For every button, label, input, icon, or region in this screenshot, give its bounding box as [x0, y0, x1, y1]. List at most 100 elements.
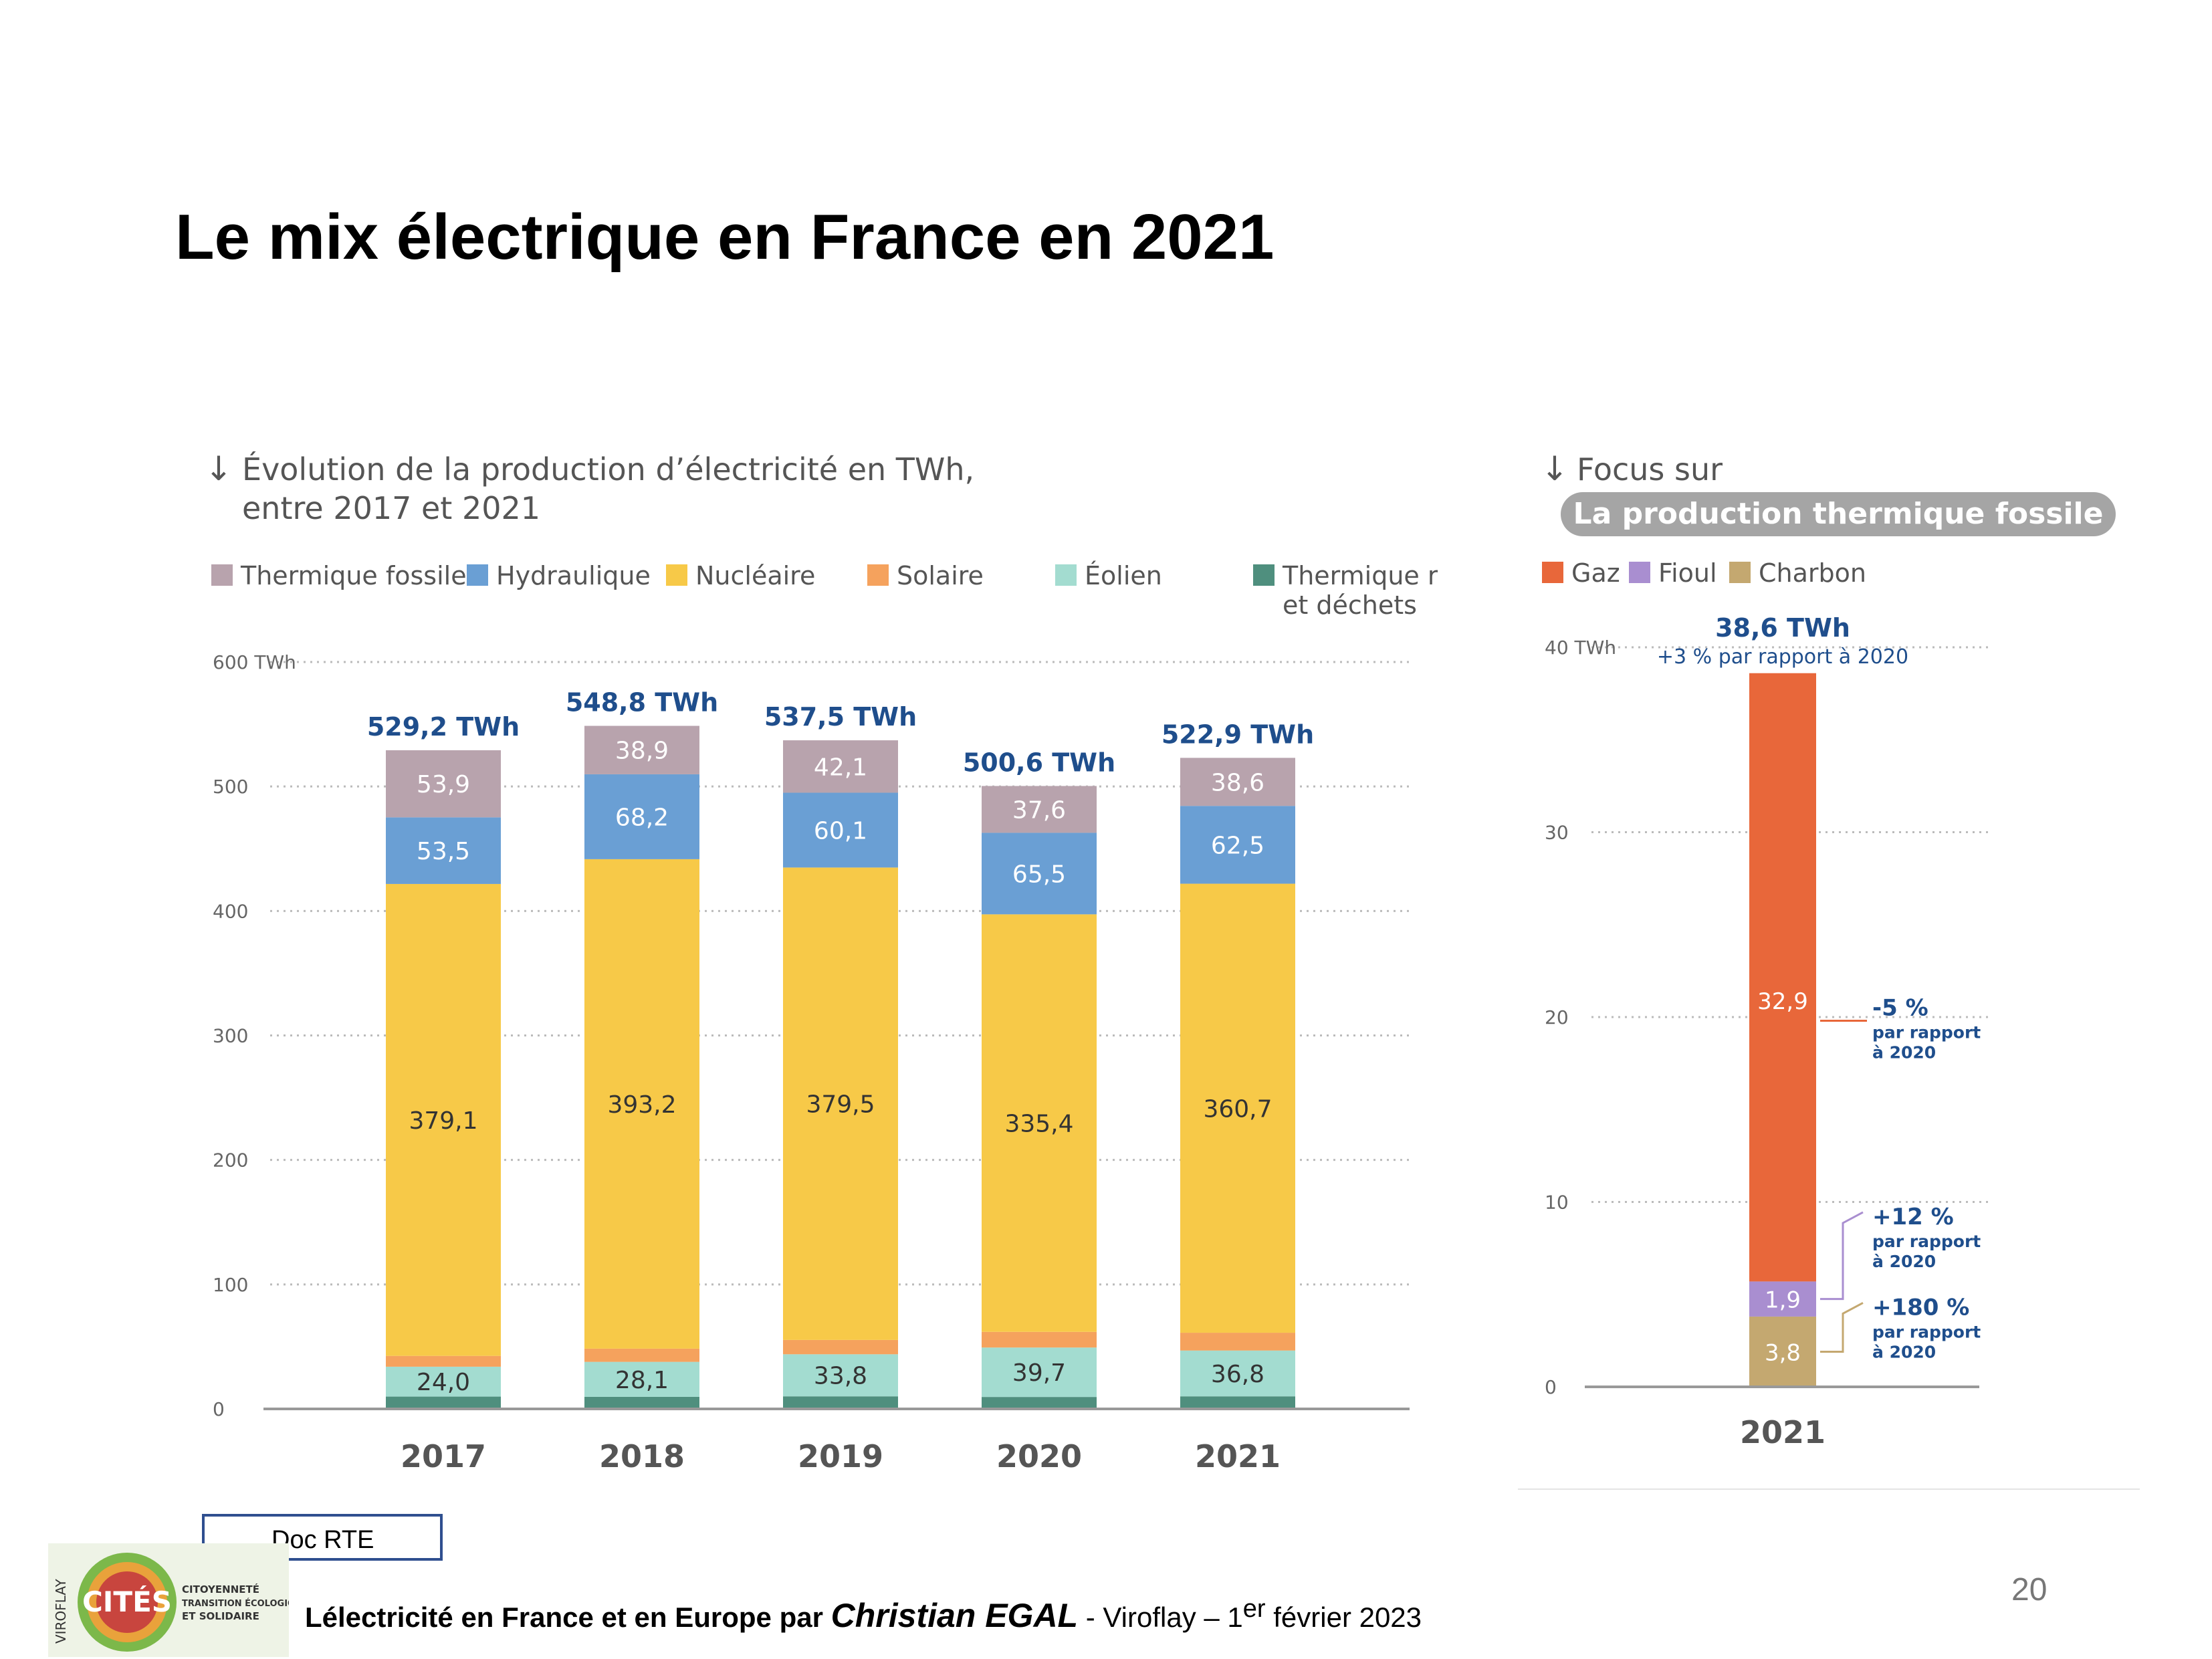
focus-segment-labels: 3,8 1,9 32,9	[1757, 988, 1808, 1366]
legend-label: Thermique renouvelable	[1282, 561, 1438, 590]
bar-segment	[386, 750, 501, 818]
focus-bar-segment	[1749, 1281, 1816, 1317]
annotation-note-line2: à 2020	[1872, 1252, 1936, 1271]
annotation-note-line1: par rapport	[1872, 1023, 1981, 1042]
bar-segment	[1180, 1333, 1295, 1351]
total-label: 548,8 TWh	[566, 688, 718, 717]
focus-segment-label: 1,9	[1765, 1287, 1801, 1314]
annotation-connector	[1820, 1302, 1864, 1353]
x-tick-label: 2020	[996, 1438, 1082, 1474]
total-label: 522,9 TWh	[1162, 720, 1314, 749]
footer-date: février 2023	[1273, 1601, 1422, 1633]
segment-value-label: 39,7	[1012, 1359, 1066, 1387]
legend-swatch	[867, 564, 889, 586]
annotation-change: +180 %	[1872, 1294, 1969, 1321]
focus-bar-segment	[1749, 1316, 1816, 1387]
bar-segment	[982, 914, 1097, 1332]
annotation-connector	[1820, 1211, 1864, 1301]
bar-segment	[783, 867, 898, 1340]
footer-text: Lélectricité en France et en Europe par …	[305, 1595, 1422, 1635]
focus-y-tick-label: 20	[1545, 1006, 1569, 1028]
bar-segment	[584, 774, 699, 859]
focus-title-pill	[1561, 492, 2116, 536]
segment-value-label: 379,5	[806, 1091, 875, 1119]
chart-title-line1: Évolution de la production d’électricité…	[242, 451, 974, 487]
annotation-note-line2: à 2020	[1872, 1342, 1936, 1361]
annotation-note-line2: à 2020	[1872, 1043, 1936, 1063]
legend-label-line2: et déchets	[1283, 590, 1417, 620]
logo-vertical-text: VIROFLAY	[53, 1579, 69, 1644]
total-label: 537,5 TWh	[764, 702, 917, 732]
focus-legend-label: Gaz	[1571, 558, 1620, 588]
logo-circle-inner	[96, 1571, 158, 1633]
segment-value-label: 335,4	[1004, 1111, 1073, 1138]
bar-segment	[783, 792, 898, 868]
bar-segment	[982, 833, 1097, 915]
segment-value-label: 38,6	[1211, 769, 1264, 796]
focus-legend-swatch	[1629, 562, 1650, 583]
bar-segment	[584, 1361, 699, 1397]
segment-value-labels: 24,0 379,1 53,5 53,9 28,1 393,2 68,2 38,9 33,8 37…	[409, 738, 1272, 1397]
focus-legend-label: Fioul	[1658, 558, 1717, 588]
x-tick-labels: 2017 2018 2019 2020 2021	[401, 1438, 1281, 1474]
bar-segment	[1180, 883, 1295, 1333]
segment-value-label: 53,9	[417, 771, 470, 798]
bar-segment	[584, 859, 699, 1349]
focus-total-label: 38,6 TWh+3 % par rapport à 2020	[1657, 613, 1908, 669]
bar-segment	[386, 1396, 501, 1409]
footer-location: - Viroflay – 1	[1085, 1601, 1243, 1633]
bar-segment	[982, 1397, 1097, 1409]
bar-segment	[783, 1339, 898, 1355]
x-tick-label: 2017	[401, 1438, 486, 1474]
page-number: 20	[2011, 1572, 2048, 1608]
focus-legend-swatch	[1542, 562, 1563, 583]
segment-value-label: 28,1	[615, 1367, 669, 1394]
focus-legend-label: Charbon	[1759, 558, 1866, 588]
y-tick-labels: 0 100 200 300 400 500 600 TWh	[213, 651, 296, 1420]
bar-segment	[386, 1366, 501, 1397]
total-label: 529,2 TWh	[367, 712, 520, 742]
legend-swatch	[467, 564, 488, 586]
bar-segment	[982, 786, 1097, 833]
segment-value-label: 36,8	[1211, 1361, 1264, 1388]
focus-bar-segments	[1749, 673, 1816, 1387]
annotation-change: +12 %	[1872, 1204, 1954, 1230]
bar-segments	[386, 726, 1295, 1409]
segment-value-label: 360,7	[1203, 1095, 1272, 1123]
focus-total-note: +3 % par rapport à 2020	[1657, 645, 1908, 669]
fossil-thermal-focus-chart: ↓ Focus sur La production thermique foss…	[1541, 449, 2116, 1450]
legend-swatch	[211, 564, 233, 586]
bar-segment	[1180, 758, 1295, 806]
y-tick-label: 0	[213, 1398, 225, 1420]
focus-total-value: 38,6 TWh	[1715, 613, 1850, 643]
focus-bar-segment	[1749, 673, 1816, 1282]
bar-segment	[1180, 1396, 1295, 1409]
legend-label: Nucléaire	[695, 561, 815, 590]
slide-title: Le mix électrique en France en 2021	[175, 201, 1275, 273]
y-tick-label: 200	[213, 1149, 248, 1172]
focus-y-tick-label: 10	[1545, 1192, 1569, 1214]
focus-x-tick-labels: 2021	[1740, 1414, 1826, 1450]
focus-legend: Gaz Fioul Charbon	[1542, 558, 1866, 588]
chart-title-line2: entre 2017 et 2021	[242, 490, 540, 526]
bar-segment	[982, 1347, 1097, 1398]
segment-value-label: 68,2	[615, 804, 669, 831]
x-tick-label: 2018	[599, 1438, 685, 1474]
y-tick-label: 400	[213, 900, 248, 922]
y-tick-label: 300	[213, 1025, 248, 1047]
bar-segment	[982, 1331, 1097, 1348]
focus-title: ↓ Focus sur La production thermique foss…	[1541, 449, 2116, 536]
segment-value-label: 53,5	[417, 838, 470, 865]
focus-title-line1: Focus sur	[1577, 451, 1723, 487]
legend-label: Solaire	[897, 561, 984, 590]
bar-segment	[584, 726, 699, 774]
focus-y-tick-labels: 0 10 20 30 40 TWh	[1545, 637, 1616, 1398]
annotation-change: -5 %	[1872, 995, 1928, 1022]
annotation-note-line1: par rapport	[1872, 1322, 1981, 1341]
legend-label: Thermique fossile	[240, 561, 467, 590]
total-label: 500,6 TWh	[963, 748, 1115, 777]
bar-segment	[783, 1354, 898, 1397]
logo-line2: TRANSITION ÉCOLOGIQUE	[182, 1598, 289, 1609]
bar-segment	[386, 883, 501, 1356]
